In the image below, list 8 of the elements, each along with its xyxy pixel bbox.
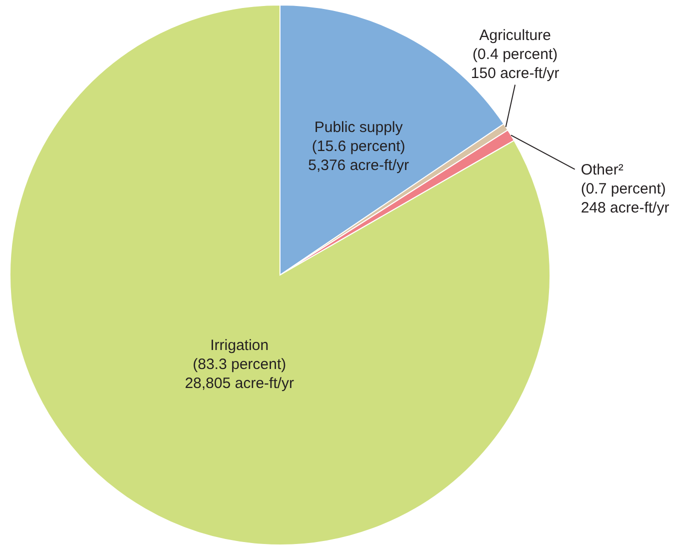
data-label: (0.7 percent) 248 acre-ft/yr [580,180,670,216]
slice-label: Agriculture [479,26,551,44]
data-label: (15.6 percent) 5,376 acre-ft/yr [308,138,409,174]
slice-label: Public supply [314,119,404,136]
data-label: (83.3 percent) 28,805 acre-ft/yr [184,356,294,392]
slice-label: Irrigation [210,337,269,354]
data-label: (0.4 percent) 150 acre-ft/yr [470,46,560,82]
slice-label: Other² [580,161,624,178]
